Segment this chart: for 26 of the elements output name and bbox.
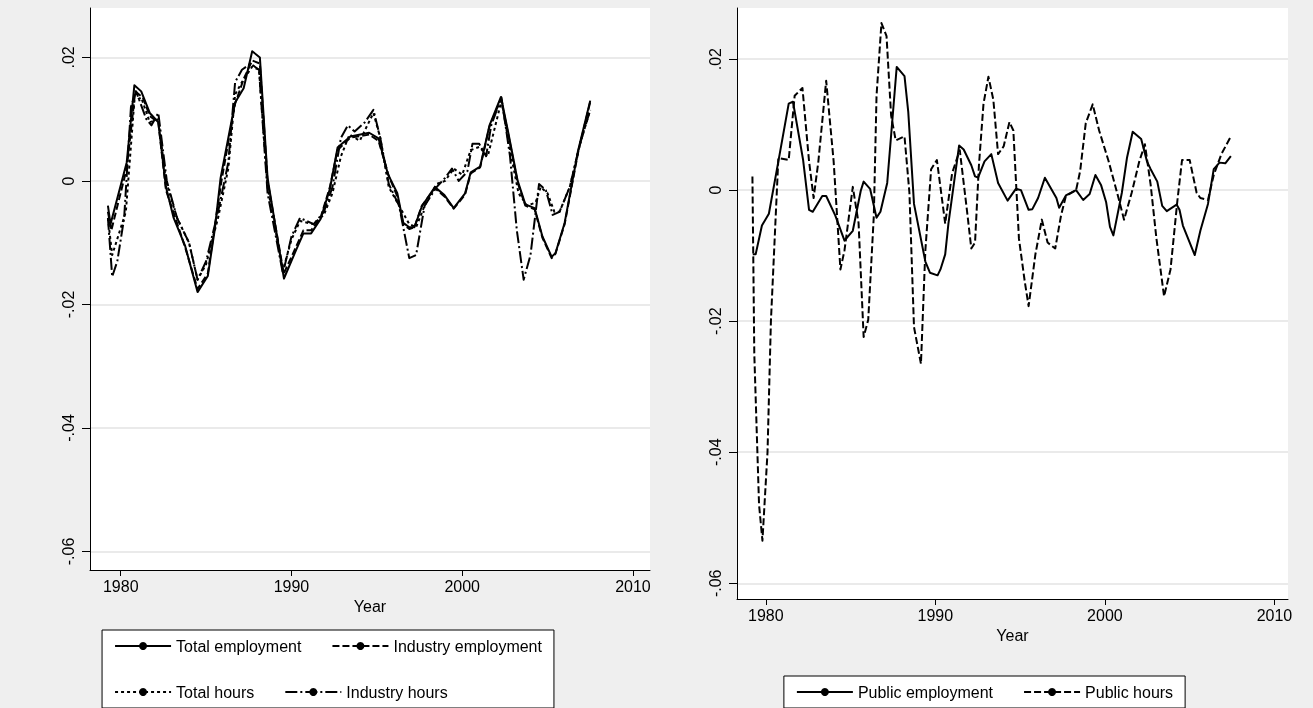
- y-tick-label: -.06: [706, 569, 724, 598]
- y-tick-label: -.06: [59, 537, 77, 566]
- legend-label: Industry hours: [346, 683, 448, 701]
- y-tick-label: 0: [59, 176, 77, 186]
- x-tick-label: 2010: [615, 577, 651, 595]
- x-axis-title: Year: [353, 598, 387, 616]
- x-tick-label: 2010: [1256, 606, 1293, 624]
- y-tick-label: 0: [706, 185, 724, 195]
- legend-label: Total hours: [176, 683, 255, 701]
- y-tick-label: -.04: [706, 438, 724, 467]
- x-axis-title: Year: [996, 627, 1030, 645]
- legend-label: Industry employment: [393, 637, 543, 655]
- legend-label: Total employment: [176, 637, 302, 655]
- x-tick-label: 1990: [917, 606, 954, 624]
- x-tick-label: 1980: [748, 606, 784, 624]
- x-tick-label: 1990: [273, 577, 310, 595]
- legend-label: Public employment: [857, 683, 994, 701]
- y-tick-label: -.04: [59, 414, 77, 442]
- x-tick-label: 2000: [1087, 606, 1123, 624]
- y-tick-label: -.02: [59, 290, 77, 319]
- y-tick-label: .02: [706, 47, 724, 71]
- x-tick-label: 1980: [102, 577, 139, 595]
- x-tick-label: 2000: [444, 577, 481, 595]
- legend-label: Public hours: [1085, 683, 1174, 701]
- y-tick-label: -.02: [706, 307, 724, 335]
- y-tick-label: .02: [59, 46, 77, 69]
